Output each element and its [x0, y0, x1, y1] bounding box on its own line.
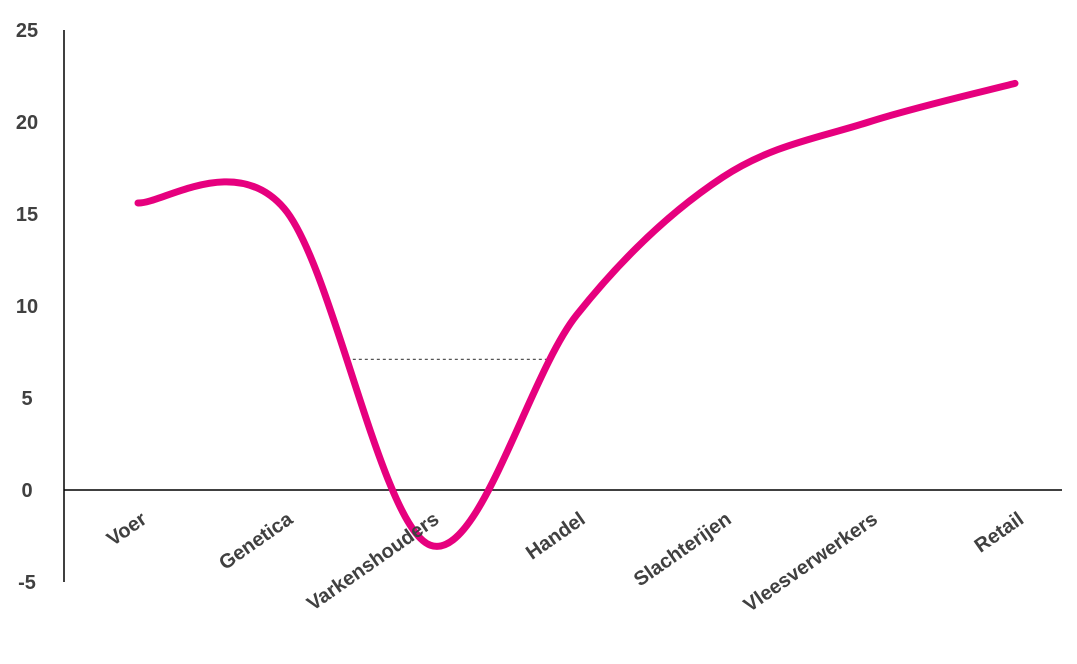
series-group: [138, 83, 1015, 546]
x-tick-label: Genetica: [215, 508, 298, 575]
y-tick-label: 25: [16, 20, 38, 42]
x-tick-label: Varkenshouders: [303, 508, 443, 615]
y-tick-label: -5: [18, 572, 36, 594]
x-tick-label: Slachterijen: [630, 508, 736, 591]
x-tick-label: Handel: [522, 508, 589, 564]
y-tick-label: 5: [21, 388, 32, 410]
y-tick-label: 0: [21, 480, 32, 502]
y-tick-label: 20: [16, 112, 38, 134]
x-tick-label: Retail: [971, 508, 1028, 557]
series-line: [138, 83, 1015, 546]
y-axis-ticks: 25 20 15 10 5 0 -5: [16, 20, 38, 594]
x-tick-label: Voer: [103, 508, 151, 551]
y-tick-label: 10: [16, 296, 38, 318]
y-tick-label: 15: [16, 204, 38, 226]
x-tick-label: Vleesverwerkers: [740, 508, 882, 617]
